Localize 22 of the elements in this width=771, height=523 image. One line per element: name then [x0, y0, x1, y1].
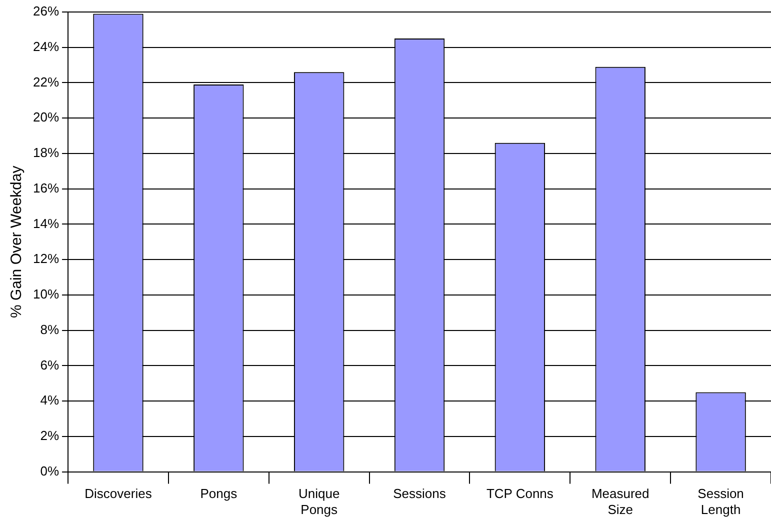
y-tick-label: 0% — [40, 463, 60, 478]
y-tick-label: 12% — [32, 251, 60, 266]
y-tick-label: 4% — [40, 392, 60, 408]
x-tick-label: Measured Size — [591, 486, 650, 517]
x-tick-label: Session Length — [698, 486, 744, 517]
y-tick-label: 8% — [40, 322, 60, 337]
x-tick-label: Discoveries — [84, 486, 152, 502]
y-tick-label: 16% — [32, 180, 60, 196]
x-tick-label: Unique Pongs — [298, 486, 340, 517]
y-tick-label: 10% — [32, 286, 60, 302]
y-tick-label: 6% — [40, 357, 60, 372]
y-tick-label: 18% — [32, 145, 60, 160]
y-axis-title: % Gain Over Weekday — [8, 165, 26, 318]
y-tick-label: 24% — [32, 38, 60, 54]
y-tick-label: 14% — [32, 216, 60, 231]
y-tick-label: 26% — [32, 4, 60, 19]
x-tick-label: Pongs — [200, 486, 238, 502]
y-tick-label: 20% — [32, 110, 60, 125]
x-tick-label: TCP Conns — [486, 486, 554, 502]
y-tick-label: 2% — [40, 428, 60, 444]
x-tick-label: Sessions — [393, 486, 446, 502]
y-tick-label: 22% — [32, 74, 60, 90]
